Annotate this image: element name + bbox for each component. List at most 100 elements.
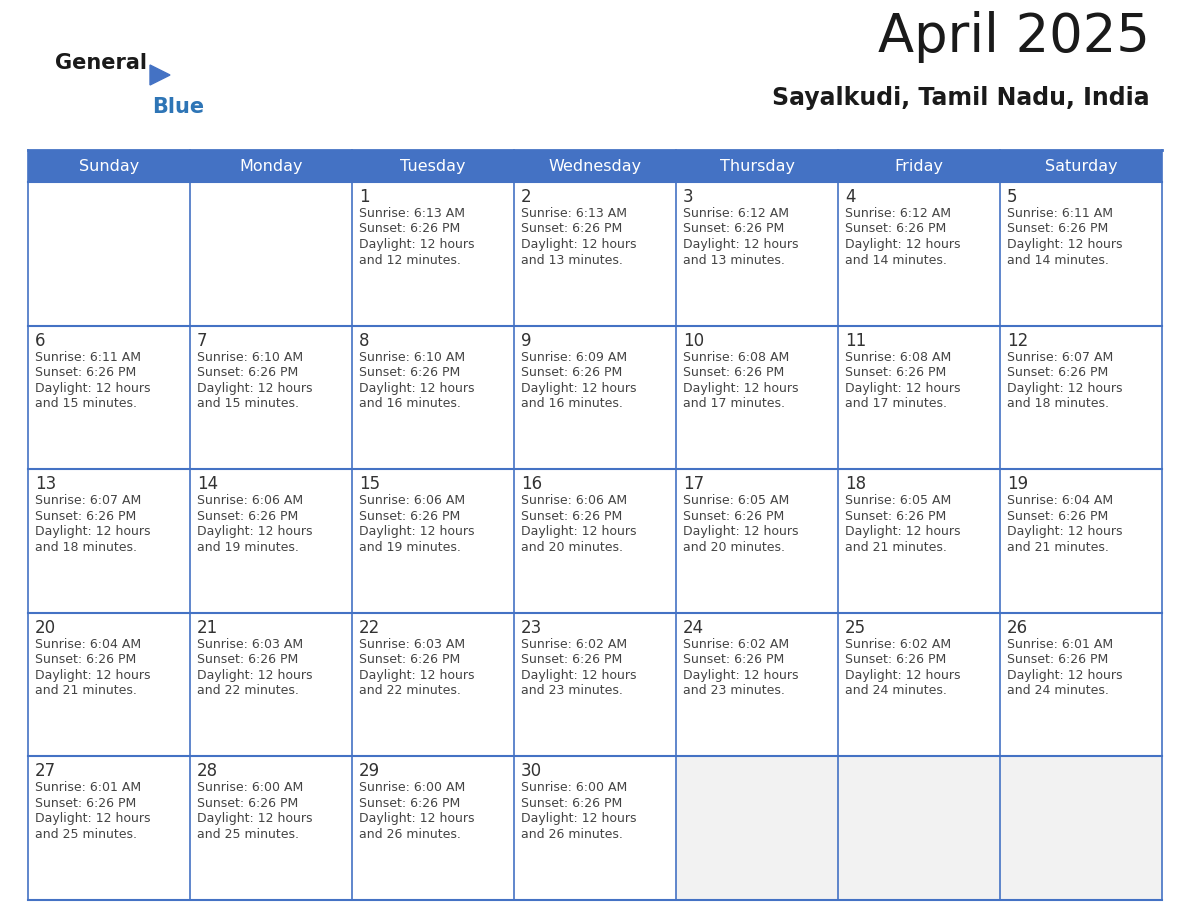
Text: and 21 minutes.: and 21 minutes.	[34, 684, 137, 698]
Text: 6: 6	[34, 331, 45, 350]
Text: 26: 26	[1007, 619, 1028, 637]
Text: and 14 minutes.: and 14 minutes.	[1007, 253, 1108, 266]
Bar	[190, 182, 352, 326]
Text: Sunrise: 6:06 AM: Sunrise: 6:06 AM	[359, 494, 466, 508]
Text: Sunset: 6:26 PM: Sunset: 6:26 PM	[34, 509, 137, 522]
Text: 17: 17	[683, 476, 704, 493]
Text: Sunrise: 6:03 AM: Sunrise: 6:03 AM	[359, 638, 466, 651]
Text: Sunrise: 6:05 AM: Sunrise: 6:05 AM	[845, 494, 952, 508]
Text: 28: 28	[197, 763, 219, 780]
Text: Sunset: 6:26 PM: Sunset: 6:26 PM	[34, 654, 137, 666]
Text: Sunset: 6:26 PM: Sunset: 6:26 PM	[845, 509, 947, 522]
Text: and 19 minutes.: and 19 minutes.	[359, 541, 461, 554]
Text: Sunset: 6:26 PM: Sunset: 6:26 PM	[845, 366, 947, 379]
Text: Daylight: 12 hours: Daylight: 12 hours	[359, 669, 474, 682]
Text: Sunset: 6:26 PM: Sunset: 6:26 PM	[359, 797, 460, 810]
Text: Sunset: 6:26 PM: Sunset: 6:26 PM	[34, 366, 137, 379]
Text: Daylight: 12 hours: Daylight: 12 hours	[197, 812, 312, 825]
Text: Sunday: Sunday	[78, 159, 139, 174]
Text: 24: 24	[683, 619, 704, 637]
Bar	[1000, 469, 1162, 613]
Text: Blue: Blue	[152, 97, 204, 117]
Text: Sunset: 6:26 PM: Sunset: 6:26 PM	[522, 222, 623, 236]
Text: Sunrise: 6:05 AM: Sunrise: 6:05 AM	[683, 494, 789, 508]
Text: and 16 minutes.: and 16 minutes.	[522, 397, 623, 410]
Text: Sunset: 6:26 PM: Sunset: 6:26 PM	[359, 222, 460, 236]
Bar	[514, 469, 676, 613]
Text: 14: 14	[197, 476, 219, 493]
Text: Sunrise: 6:00 AM: Sunrise: 6:00 AM	[522, 781, 627, 794]
Text: Daylight: 12 hours: Daylight: 12 hours	[845, 382, 961, 395]
Text: Sunrise: 6:09 AM: Sunrise: 6:09 AM	[522, 351, 627, 364]
Text: 30: 30	[522, 763, 542, 780]
Text: Sunset: 6:26 PM: Sunset: 6:26 PM	[845, 654, 947, 666]
Bar	[514, 182, 676, 326]
Text: 2: 2	[522, 188, 531, 206]
Text: and 20 minutes.: and 20 minutes.	[522, 541, 623, 554]
Text: Sunrise: 6:07 AM: Sunrise: 6:07 AM	[1007, 351, 1113, 364]
Text: Sunrise: 6:08 AM: Sunrise: 6:08 AM	[683, 351, 789, 364]
Text: and 13 minutes.: and 13 minutes.	[522, 253, 623, 266]
Text: Daylight: 12 hours: Daylight: 12 hours	[359, 525, 474, 538]
Text: Tuesday: Tuesday	[400, 159, 466, 174]
Bar	[514, 756, 676, 900]
Text: Sunrise: 6:13 AM: Sunrise: 6:13 AM	[522, 207, 627, 220]
Text: 20: 20	[34, 619, 56, 637]
Text: and 26 minutes.: and 26 minutes.	[359, 828, 461, 841]
Text: and 20 minutes.: and 20 minutes.	[683, 541, 785, 554]
Bar	[352, 469, 514, 613]
Text: Sunset: 6:26 PM: Sunset: 6:26 PM	[359, 509, 460, 522]
Text: Sunset: 6:26 PM: Sunset: 6:26 PM	[683, 222, 784, 236]
Text: and 12 minutes.: and 12 minutes.	[359, 253, 461, 266]
Text: Daylight: 12 hours: Daylight: 12 hours	[1007, 525, 1123, 538]
Text: Sunrise: 6:13 AM: Sunrise: 6:13 AM	[359, 207, 465, 220]
Text: 18: 18	[845, 476, 866, 493]
Bar	[352, 756, 514, 900]
Text: Thursday: Thursday	[720, 159, 795, 174]
Text: Daylight: 12 hours: Daylight: 12 hours	[359, 238, 474, 251]
Bar	[676, 182, 838, 326]
Text: Daylight: 12 hours: Daylight: 12 hours	[1007, 669, 1123, 682]
Text: Daylight: 12 hours: Daylight: 12 hours	[845, 669, 961, 682]
Bar	[29, 613, 190, 756]
Text: and 21 minutes.: and 21 minutes.	[1007, 541, 1108, 554]
Text: Daylight: 12 hours: Daylight: 12 hours	[522, 382, 637, 395]
Text: Sunset: 6:26 PM: Sunset: 6:26 PM	[522, 509, 623, 522]
Text: Daylight: 12 hours: Daylight: 12 hours	[34, 382, 151, 395]
Bar	[29, 326, 190, 469]
Bar	[190, 756, 352, 900]
Text: 13: 13	[34, 476, 56, 493]
Bar	[838, 756, 1000, 900]
Text: 3: 3	[683, 188, 694, 206]
Text: Sunrise: 6:02 AM: Sunrise: 6:02 AM	[683, 638, 789, 651]
Bar	[838, 326, 1000, 469]
Bar	[676, 613, 838, 756]
Text: 29: 29	[359, 763, 380, 780]
Text: 19: 19	[1007, 476, 1028, 493]
Text: 12: 12	[1007, 331, 1029, 350]
Text: 7: 7	[197, 331, 208, 350]
Text: Sunrise: 6:04 AM: Sunrise: 6:04 AM	[34, 638, 141, 651]
Text: Sunset: 6:26 PM: Sunset: 6:26 PM	[522, 366, 623, 379]
Text: Sunrise: 6:00 AM: Sunrise: 6:00 AM	[197, 781, 303, 794]
Text: Daylight: 12 hours: Daylight: 12 hours	[683, 382, 798, 395]
Bar	[29, 182, 190, 326]
Text: Daylight: 12 hours: Daylight: 12 hours	[34, 669, 151, 682]
Text: Sunrise: 6:11 AM: Sunrise: 6:11 AM	[34, 351, 141, 364]
Text: and 16 minutes.: and 16 minutes.	[359, 397, 461, 410]
Text: Daylight: 12 hours: Daylight: 12 hours	[522, 238, 637, 251]
Bar	[29, 469, 190, 613]
Text: and 18 minutes.: and 18 minutes.	[34, 541, 137, 554]
Bar	[1000, 756, 1162, 900]
Text: Sunrise: 6:07 AM: Sunrise: 6:07 AM	[34, 494, 141, 508]
Text: Sunrise: 6:10 AM: Sunrise: 6:10 AM	[359, 351, 466, 364]
Text: Sunset: 6:26 PM: Sunset: 6:26 PM	[197, 654, 298, 666]
Text: Daylight: 12 hours: Daylight: 12 hours	[1007, 238, 1123, 251]
Text: and 25 minutes.: and 25 minutes.	[197, 828, 299, 841]
Text: Sunset: 6:26 PM: Sunset: 6:26 PM	[683, 654, 784, 666]
Text: Sunset: 6:26 PM: Sunset: 6:26 PM	[197, 366, 298, 379]
Bar	[1000, 613, 1162, 756]
Text: Daylight: 12 hours: Daylight: 12 hours	[683, 669, 798, 682]
Text: 4: 4	[845, 188, 855, 206]
Bar	[352, 326, 514, 469]
